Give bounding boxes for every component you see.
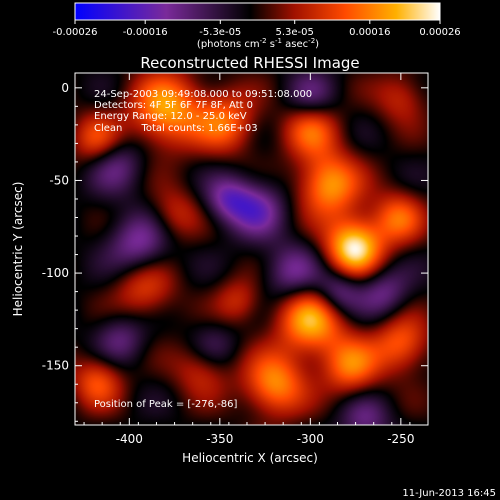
- info-annotations: 24-Sep-2003 09:49:08.000 to 09:51:08.000…: [94, 89, 312, 134]
- y-tick-label: 0: [61, 81, 69, 95]
- x-tick-label: -350: [206, 432, 233, 446]
- y-tick-label: -50: [49, 173, 69, 187]
- colorbar-tick-label: 5.3e-05: [276, 27, 314, 38]
- plot-area: [74, 72, 429, 426]
- axis-ticks: -400 -350 -300 -250 0 -50 -100 -150: [42, 73, 428, 446]
- colorbar-unit: (photons cm-2 s-1 asec-2): [197, 37, 319, 50]
- heatmap-image: [75, 73, 428, 425]
- annotation-time: 24-Sep-2003 09:49:08.000 to 09:51:08.000: [94, 89, 312, 100]
- y-tick-label: -100: [42, 266, 69, 280]
- peak-position-label: Position of Peak = [-276,-86]: [94, 399, 238, 410]
- annotation-clean: Clean Total counts: 1.66E+03: [94, 123, 258, 134]
- x-tick-label: -250: [387, 432, 414, 446]
- chart-title: Reconstructed RHESSI Image: [140, 54, 359, 72]
- footer-date: 11-Jun-2013 16:45: [402, 488, 496, 499]
- colorbar-tick-label: -5.3e-05: [199, 27, 241, 38]
- x-tick-label: -400: [116, 432, 143, 446]
- colorbar-ticks: -0.00026 -0.00016 -5.3e-05 5.3e-05 0.00016 0.…: [53, 20, 461, 38]
- colorbar-tick-label: 0.00026: [419, 27, 460, 38]
- x-tick-label: -300: [297, 432, 324, 446]
- colorbar-gradient: [74, 2, 441, 21]
- colorbar: -0.00026 -0.00016 -5.3e-05 5.3e-05 0.00016 0.…: [53, 2, 461, 50]
- annotation-energy: Energy Range: 12.0 - 25.0 keV: [94, 111, 247, 122]
- x-axis-label: Heliocentric X (arcsec): [182, 451, 318, 465]
- plot-frame: [74, 72, 429, 426]
- colorbar-tick-label: -0.00026: [53, 27, 98, 38]
- colorbar-tick-label: 0.00016: [349, 27, 390, 38]
- annotation-detectors: Detectors: 4F 5F 6F 7F 8F, Att 0: [94, 100, 253, 111]
- colorbar-tick-label: -0.00016: [123, 27, 168, 38]
- y-tick-label: -150: [42, 359, 69, 373]
- y-axis-label: Heliocentric Y (arcsec): [11, 182, 25, 317]
